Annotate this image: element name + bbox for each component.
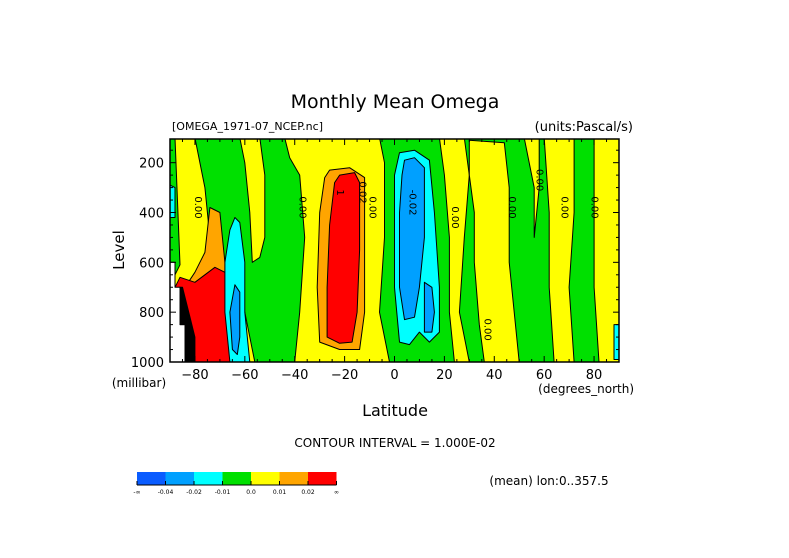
contour-region-blue-eq-lower bbox=[423, 281, 435, 333]
y-axis-label: Level bbox=[110, 230, 128, 270]
x-tick-label: −20 bbox=[331, 368, 358, 383]
contour-label: 0.00 bbox=[297, 196, 308, 218]
colorbar-label: -∞ bbox=[133, 489, 140, 496]
contour-region-red-sh-subtropics bbox=[326, 172, 361, 344]
x-tick-label: 20 bbox=[436, 368, 453, 383]
y-units-label: (millibar) bbox=[112, 376, 166, 390]
contour-label: 0.00 bbox=[589, 196, 600, 218]
contour-label: 0.02 bbox=[357, 181, 368, 203]
contour-region-yellow-nh-85 bbox=[593, 139, 619, 362]
colorbar-label: -0.01 bbox=[215, 489, 231, 496]
y-tick-label: 200 bbox=[139, 157, 164, 172]
contour-label: 0.00 bbox=[506, 196, 517, 218]
contour-label: 0.00 bbox=[481, 318, 492, 340]
x-tick-label: 60 bbox=[536, 368, 553, 383]
plot-area: 0.00 0.001 0.020.00 -0.020.000.000.000.000.… bbox=[170, 139, 619, 362]
contour-label: 0.00 bbox=[192, 196, 203, 218]
y-tick-label: 1000 bbox=[131, 356, 164, 371]
colorbar-label: ∞ bbox=[334, 489, 339, 496]
contour-region-yellow-nh-70 bbox=[543, 139, 575, 362]
colorbar-label: 0.02 bbox=[301, 489, 315, 496]
y-tick-label: 800 bbox=[139, 306, 164, 321]
y-tick-label: 400 bbox=[139, 207, 164, 222]
y-tick-label: 600 bbox=[139, 256, 164, 271]
colorbar-label: -0.02 bbox=[186, 489, 202, 496]
x-tick-label: 0 bbox=[390, 368, 398, 383]
chart-title: Monthly Mean Omega bbox=[291, 91, 500, 113]
contour-label: 0.00 bbox=[449, 206, 460, 228]
contour-label: 0.00 bbox=[559, 196, 570, 218]
colorbar-swatch bbox=[251, 472, 280, 485]
contour-region-cyan-sh-88 bbox=[170, 184, 176, 218]
x-tick-label: −80 bbox=[181, 368, 208, 383]
contour-region-blue-sh-62 bbox=[229, 284, 241, 355]
colorbar-label: 0.01 bbox=[273, 489, 287, 496]
contour-region-yellow-band-sh-60 bbox=[239, 139, 266, 263]
x-tick-label: −60 bbox=[231, 368, 258, 383]
colorbar-label: -0.04 bbox=[158, 489, 174, 496]
colorbar-swatch bbox=[279, 472, 308, 485]
contour-region-yellow-nh-40 bbox=[468, 139, 520, 362]
file-label: [OMEGA_1971-07_NCEP.nc] bbox=[172, 120, 323, 133]
contour-region-blue-eq bbox=[399, 157, 425, 321]
x-units-label: (degrees_north) bbox=[538, 382, 634, 396]
colorbar-swatch bbox=[194, 472, 223, 485]
colorbar-swatch bbox=[222, 472, 251, 485]
x-axis-label: Latitude bbox=[362, 401, 428, 420]
colorbar: -∞ -0.04 -0.02 -0.01 0.0 0.01 0.02 ∞ bbox=[133, 472, 339, 496]
x-tick-label: 80 bbox=[586, 368, 603, 383]
units-label: (units:Pascal/s) bbox=[535, 120, 633, 135]
contour-label: 0.00 bbox=[367, 196, 378, 218]
contour-interval: CONTOUR INTERVAL = 1.000E-02 bbox=[294, 436, 495, 450]
colorbar-swatch bbox=[165, 472, 194, 485]
contour-label: 1 bbox=[334, 189, 345, 195]
contour-region-yellow-nh-20 bbox=[439, 139, 470, 362]
contour-region-yellow-nh-55 bbox=[523, 139, 540, 238]
x-tick-label: 40 bbox=[486, 368, 503, 383]
x-tick-label: −40 bbox=[281, 368, 308, 383]
contour-region-black-missing bbox=[179, 286, 196, 362]
colorbar-label: 0.0 bbox=[246, 489, 256, 496]
contour-label: -0.02 bbox=[406, 190, 417, 216]
mean-note: (mean) lon:0..357.5 bbox=[489, 474, 608, 488]
colorbar-swatch bbox=[308, 472, 337, 485]
colorbar-swatch bbox=[137, 472, 166, 485]
contour-label: 0.00 bbox=[534, 169, 545, 191]
